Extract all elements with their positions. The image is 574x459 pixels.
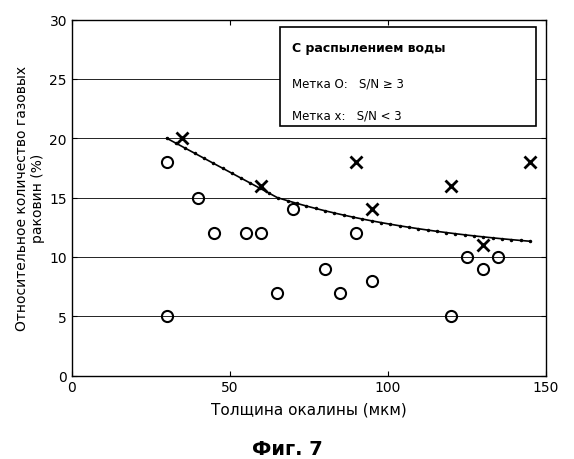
Text: Метка О:   S/N ≥ 3: Метка О: S/N ≥ 3 (292, 77, 404, 90)
Text: С распылением воды: С распылением воды (292, 42, 446, 55)
Text: Метка x:   S/N < 3: Метка x: S/N < 3 (292, 109, 402, 122)
Bar (280, 28, 536, 127)
Y-axis label: Относительное количество газовых
раковин (%): Относительное количество газовых раковин… (15, 66, 45, 330)
Text: Фиг. 7: Фиг. 7 (251, 439, 323, 459)
X-axis label: Толщина окалины (мкм): Толщина окалины (мкм) (211, 402, 407, 416)
